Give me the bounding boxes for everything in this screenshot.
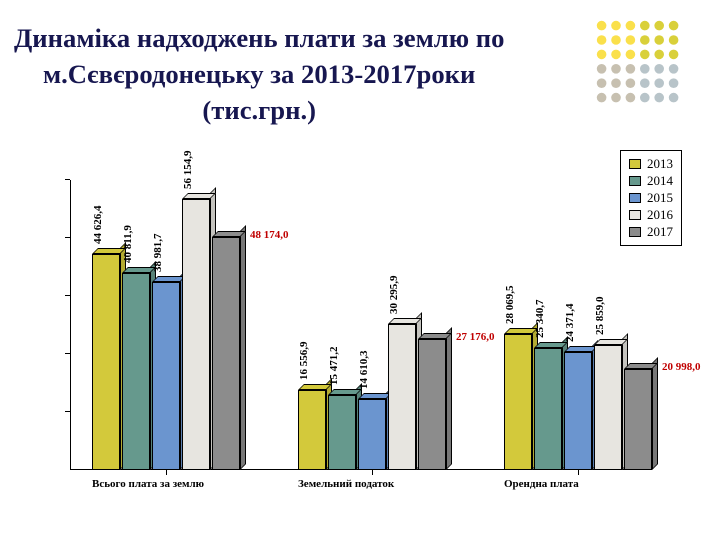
bar-value-label: 15 471,2 — [328, 347, 340, 386]
bar-value-label: 28 069,5 — [504, 286, 516, 325]
y-axis — [70, 180, 71, 470]
bar-value-label: 25 340,7 — [534, 299, 546, 338]
bar-value-label: 14 610,3 — [358, 351, 370, 390]
bar: 40 811,9 — [122, 273, 150, 470]
bar: 27 176,0 — [418, 339, 446, 470]
title-line1: Динаміка надходжень плати за землю по — [14, 23, 505, 53]
legend-swatch — [629, 159, 641, 169]
category-label: Орендна плата — [504, 478, 579, 490]
category-label: Всього плата за землю — [92, 478, 204, 490]
bar: 44 626,4 — [92, 254, 120, 470]
bar: 48 174,0 — [212, 237, 240, 470]
legend-label: 2016 — [647, 207, 673, 223]
chart-title: Динаміка надходжень плати за землю по м.… — [0, 20, 518, 128]
bar-value-label: 40 811,9 — [122, 225, 134, 263]
bar: 16 556,9 — [298, 390, 326, 470]
title-line2: м.Сєвєродонецьку за 2013-2017роки (тис.г… — [43, 59, 475, 125]
legend-label: 2014 — [647, 173, 673, 189]
decor-dots — [592, 16, 688, 112]
chart-area: 20132014201520162017 44 626,440 811,938 … — [50, 150, 682, 500]
bar: 25 859,0 — [594, 345, 622, 470]
slide: Динаміка надходжень плати за землю по м.… — [0, 0, 720, 540]
bar: 30 295,9 — [388, 324, 416, 470]
bar: 20 998,0 — [624, 369, 652, 470]
legend-item: 2013 — [629, 156, 673, 172]
bar: 28 069,5 — [504, 334, 532, 470]
bar-value-label: 56 154,9 — [182, 150, 194, 189]
bar-value-label: 48 174,0 — [250, 229, 289, 241]
bar-value-label: 44 626,4 — [92, 206, 104, 245]
bar: 38 981,7 — [152, 282, 180, 470]
bar-value-label: 20 998,0 — [662, 361, 701, 373]
bar-value-label: 30 295,9 — [388, 275, 400, 314]
bar-value-label: 27 176,0 — [456, 331, 495, 343]
bar-value-label: 24 371,4 — [564, 304, 576, 343]
legend-label: 2017 — [647, 224, 673, 240]
bar: 25 340,7 — [534, 348, 562, 470]
bar-value-label: 16 556,9 — [298, 341, 310, 380]
bar: 24 371,4 — [564, 352, 592, 470]
bar-value-label: 25 859,0 — [594, 297, 606, 336]
legend-label: 2015 — [647, 190, 673, 206]
bar-value-label: 38 981,7 — [152, 233, 164, 272]
category-label: Земельний податок — [298, 478, 394, 490]
legend-label: 2013 — [647, 156, 673, 172]
bar: 56 154,9 — [182, 199, 210, 470]
bar: 14 610,3 — [358, 399, 386, 470]
plot: 44 626,440 811,938 981,756 154,948 174,0… — [70, 180, 650, 470]
bar: 15 471,2 — [328, 395, 356, 470]
